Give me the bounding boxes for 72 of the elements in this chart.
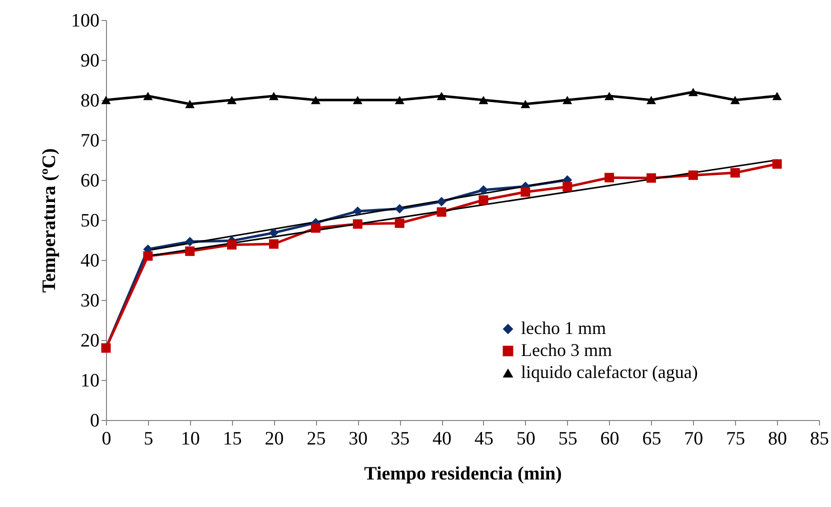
y-tick-label: 20 [80, 330, 100, 352]
x-tick-label: 65 [642, 428, 662, 450]
point [394, 96, 404, 104]
point [143, 251, 153, 261]
y-tick-label: 90 [80, 50, 100, 72]
point [520, 100, 530, 108]
point [227, 96, 237, 104]
point [227, 240, 237, 250]
x-tick-label: 10 [180, 428, 200, 450]
x-tick-label: 20 [264, 428, 284, 450]
x-tick-label: 40 [432, 428, 452, 450]
point [394, 218, 404, 228]
point [604, 92, 614, 100]
y-tick-label: 40 [80, 250, 100, 272]
x-axis-title: Tiempo residencia (min) [364, 464, 562, 484]
point [352, 219, 362, 229]
y-tick-label: 30 [80, 290, 100, 312]
point [269, 239, 279, 249]
x-tick-label: 5 [144, 428, 154, 450]
point [185, 100, 195, 108]
x-tick-label: 80 [768, 428, 788, 450]
x-tick-label: 75 [726, 428, 746, 450]
point [436, 92, 446, 100]
point [520, 187, 530, 197]
x-tick-label: 30 [348, 428, 368, 450]
point [352, 206, 362, 216]
y-tick-label: 60 [80, 170, 100, 192]
y-tick-label: 100 [71, 10, 100, 32]
legend-label: lecho 1 mm [521, 318, 606, 338]
point [101, 96, 111, 104]
point [436, 207, 446, 217]
x-tick-label: 15 [222, 428, 242, 450]
point [604, 172, 614, 182]
point [478, 195, 488, 205]
y-axis-title: Temperatura (ºC) [39, 148, 60, 293]
point [436, 196, 446, 206]
y-tick-label: 70 [80, 130, 100, 152]
point [730, 168, 740, 178]
y-tick-label: 50 [80, 210, 100, 232]
legend-label: liquido calefactor (agua) [521, 362, 698, 382]
point [772, 159, 782, 169]
x-tick-label: 70 [684, 428, 704, 450]
legend-label: Lecho 3 mm [521, 340, 612, 360]
point [269, 92, 279, 100]
point [394, 204, 404, 214]
point [352, 96, 362, 104]
x-tick-label: 60 [600, 428, 620, 450]
point [562, 182, 572, 192]
y-tick-label: 0 [90, 410, 100, 432]
point [646, 96, 656, 104]
x-tick-label: 25 [306, 428, 326, 450]
point [185, 236, 195, 246]
point [772, 92, 782, 100]
x-tick-label: 85 [810, 428, 829, 450]
point [478, 96, 488, 104]
x-tick-label: 55 [558, 428, 578, 450]
point [730, 96, 740, 104]
x-tick-label: 35 [390, 428, 410, 450]
point [269, 228, 279, 238]
point [310, 223, 320, 233]
point [688, 88, 698, 96]
y-tick-label: 80 [80, 90, 100, 112]
point [310, 96, 320, 104]
point [143, 92, 153, 100]
x-tick-label: 45 [474, 428, 494, 450]
point [185, 246, 195, 256]
y-tick-label: 10 [80, 370, 100, 392]
point [646, 173, 656, 183]
x-tick-label: 50 [516, 428, 536, 450]
point [562, 96, 572, 104]
point [478, 185, 488, 195]
point [688, 170, 698, 180]
